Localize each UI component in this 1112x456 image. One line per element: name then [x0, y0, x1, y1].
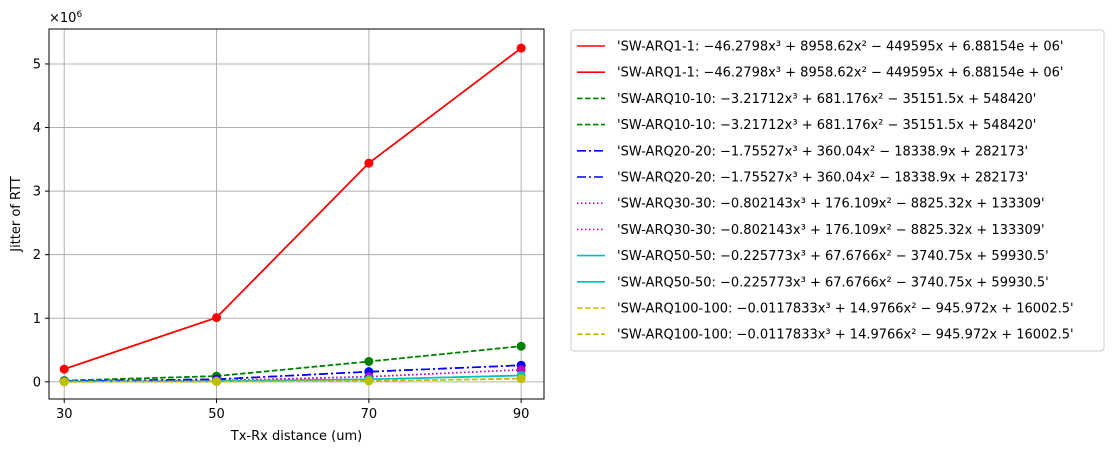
- legend-entry-label: 'SW-ARQ20-20: −1.75527x³ + 360.04x² − 18…: [617, 171, 1028, 186]
- legend-entry-label: 'SW-ARQ30-30: −0.802143x³ + 176.109x² − …: [617, 197, 1045, 212]
- legend: 'SW-ARQ1-1: −46.2798x³ + 8958.62x² − 449…: [570, 29, 1105, 352]
- y-tick-label: 1: [33, 312, 41, 327]
- x-tick-label: 50: [208, 407, 225, 422]
- legend-entry-label: 'SW-ARQ10-10: −3.21712x³ + 681.176x² − 3…: [617, 118, 1036, 133]
- y-tick-label: 4: [33, 121, 41, 136]
- x-tick-label: 90: [513, 407, 530, 422]
- x-axis-ticks: 30 50 70 90: [56, 399, 529, 422]
- legend-entry-label: 'SW-ARQ50-50: −0.225773x³ + 67.6766x² − …: [617, 275, 1049, 290]
- series-line: [64, 345, 522, 382]
- series-layer: [59, 43, 526, 387]
- y-tick-label: 0: [33, 375, 41, 390]
- legend-entry-label: 'SW-ARQ10-10: −3.21712x³ + 681.176x² − 3…: [617, 92, 1036, 107]
- legend-entry-label: 'SW-ARQ30-30: −0.802143x³ + 176.109x² − …: [617, 223, 1045, 238]
- y-tick-label: 2: [33, 248, 41, 263]
- legend-frame: [570, 29, 1105, 352]
- series-1: [63, 47, 522, 370]
- x-tick-label: 70: [361, 407, 378, 422]
- plot-area: [49, 29, 544, 399]
- legend-entry-label: 'SW-ARQ20-20: −1.75527x³ + 360.04x² − 18…: [617, 144, 1028, 159]
- y-tick-label: 5: [33, 57, 41, 72]
- x-tick-label: 30: [56, 407, 73, 422]
- legend-entry-label: 'SW-ARQ1-1: −46.2798x³ + 8958.62x² − 449…: [617, 66, 1064, 81]
- series-line: [63, 47, 522, 370]
- legend-entry-label: 'SW-ARQ100-100: −0.0117833x³ + 14.9766x²…: [617, 302, 1074, 317]
- x-axis-label: Tx-Rx distance (um): [230, 429, 362, 444]
- y-scale-multiplier: ×106: [49, 10, 82, 26]
- y-axis-ticks: 0 1 2 3 4 5: [33, 57, 49, 390]
- series-line: [64, 377, 522, 383]
- legend-entry-label: 'SW-ARQ50-50: −0.225773x³ + 67.6766x² − …: [617, 249, 1049, 264]
- plot-frame: [48, 28, 545, 400]
- legend-entry-label: 'SW-ARQ100-100: −0.0117833x³ + 14.9766x²…: [617, 328, 1074, 343]
- y-axis-label: Jitter of RTT: [9, 176, 24, 253]
- legend-entry-label: 'SW-ARQ1-1: −46.2798x³ + 8958.62x² − 449…: [617, 40, 1064, 55]
- series-11: [64, 377, 522, 383]
- series-3: [64, 345, 522, 382]
- y-tick-label: 3: [33, 185, 41, 200]
